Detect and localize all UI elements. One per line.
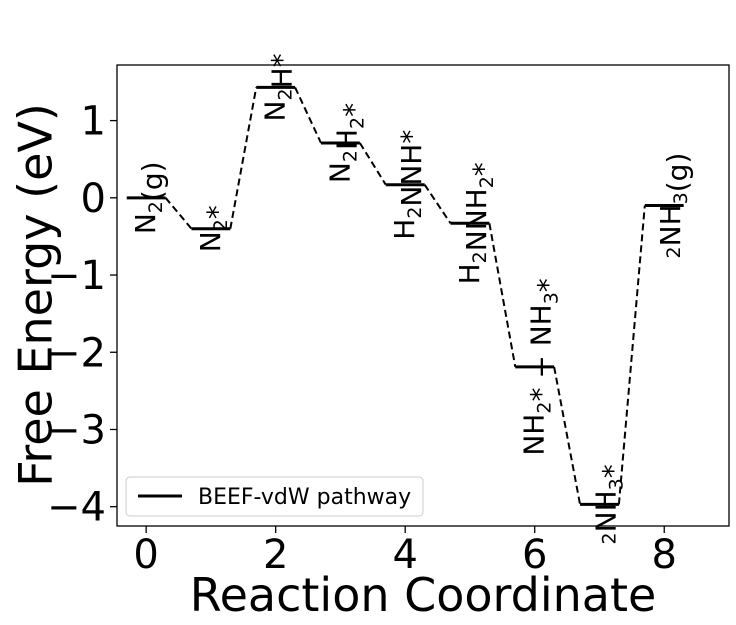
legend: BEEF-vdW pathway [125, 476, 424, 517]
y-tick-label: −2 [47, 330, 106, 376]
transition-connector [294, 86, 322, 144]
plot-area: N2(g) N2* N2H* N2H2* H2NNH* H2NNH2* NH2* + NH3… [126, 53, 694, 544]
transition-connector [423, 184, 452, 224]
transition-connector [229, 87, 258, 229]
state-label-4: H2NNH* [388, 130, 428, 240]
state-label-6: NH2* + NH3* [518, 278, 565, 455]
y-axis-ticks: 1 0 −1 −2 −3 −4 [47, 99, 117, 531]
transition-connector [359, 142, 387, 186]
y-tick-label: 0 [81, 176, 106, 222]
y-tick-label: −1 [47, 253, 106, 299]
y-tick-label: 1 [81, 99, 106, 145]
state-label-1: N2* [194, 205, 234, 252]
legend-entry-beef-vdw: BEEF-vdW pathway [198, 485, 411, 510]
y-axis-label: Free Energy (eV) [9, 103, 63, 487]
transition-connector [553, 366, 582, 505]
x-tick-label: 8 [652, 532, 677, 578]
axes-frame [116, 64, 730, 527]
x-tick-label: 6 [522, 532, 547, 578]
x-axis-ticks: 0 2 4 6 8 [133, 526, 677, 578]
transition-connector [164, 197, 193, 230]
y-tick-label: −4 [47, 485, 106, 531]
x-tick-label: 2 [263, 532, 288, 578]
state-label-5: H2NNH2* [453, 162, 500, 284]
state-label-7: 2NH3* [589, 464, 629, 544]
state-label-8: 2NH3(g) [654, 153, 694, 259]
legend-box [125, 476, 424, 517]
x-axis-label: Reaction Coordinate [190, 568, 657, 622]
transition-connector [617, 205, 646, 505]
state-label-2: N2H* [259, 53, 299, 121]
y-tick-label: −3 [47, 407, 106, 453]
x-tick-label: 0 [133, 532, 158, 578]
state-label-3: N2H2* [323, 103, 370, 183]
state-label-0: N2(g) [129, 161, 169, 234]
transition-connector [488, 223, 517, 368]
x-tick-label: 4 [392, 532, 417, 578]
